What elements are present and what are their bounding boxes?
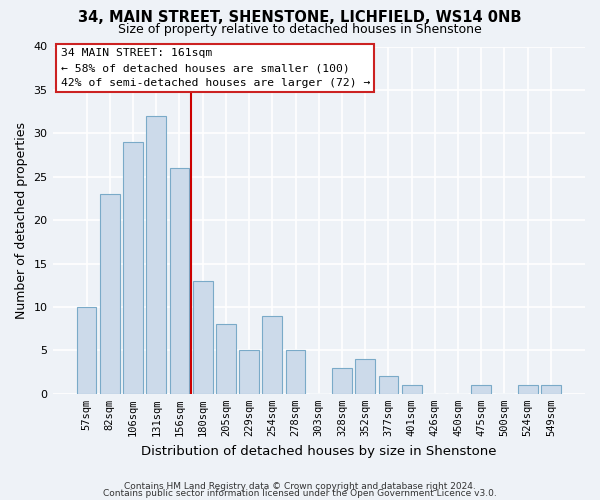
Bar [402, 385, 422, 394]
Text: 34 MAIN STREET: 161sqm
← 58% of detached houses are smaller (100)
42% of semi-de: 34 MAIN STREET: 161sqm ← 58% of detached… [61, 48, 370, 88]
Bar [541, 385, 561, 394]
Bar [123, 142, 143, 394]
Bar [286, 350, 305, 394]
Text: 34, MAIN STREET, SHENSTONE, LICHFIELD, WS14 0NB: 34, MAIN STREET, SHENSTONE, LICHFIELD, W… [78, 10, 522, 25]
Bar [193, 281, 212, 394]
Bar [472, 385, 491, 394]
Y-axis label: Number of detached properties: Number of detached properties [15, 122, 28, 318]
Bar [216, 324, 236, 394]
Bar [518, 385, 538, 394]
Bar [170, 168, 190, 394]
Text: Contains HM Land Registry data © Crown copyright and database right 2024.: Contains HM Land Registry data © Crown c… [124, 482, 476, 491]
Bar [77, 307, 97, 394]
Bar [332, 368, 352, 394]
Bar [379, 376, 398, 394]
Text: Contains public sector information licensed under the Open Government Licence v3: Contains public sector information licen… [103, 490, 497, 498]
Bar [262, 316, 282, 394]
Text: Size of property relative to detached houses in Shenstone: Size of property relative to detached ho… [118, 22, 482, 36]
Bar [239, 350, 259, 394]
X-axis label: Distribution of detached houses by size in Shenstone: Distribution of detached houses by size … [141, 444, 497, 458]
Bar [100, 194, 119, 394]
Bar [355, 359, 375, 394]
Bar [146, 116, 166, 394]
